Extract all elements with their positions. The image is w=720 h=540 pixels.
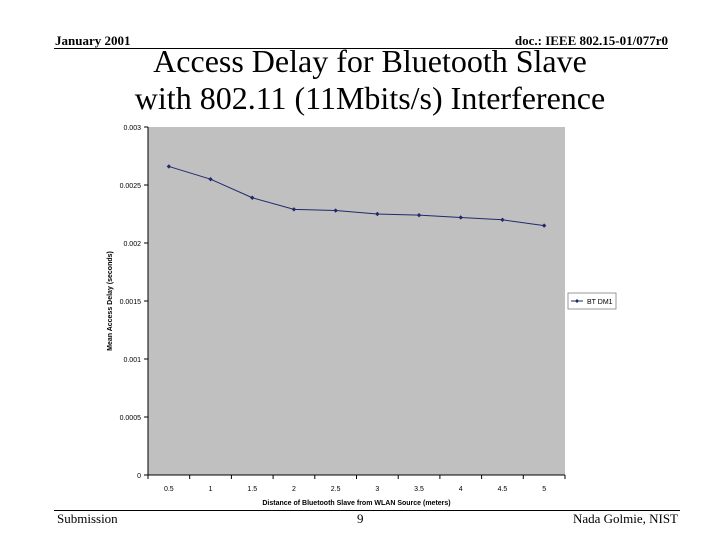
data-point bbox=[291, 207, 297, 212]
footer-page-number: 9 bbox=[357, 511, 364, 526]
legend: BT DM1 bbox=[567, 292, 617, 310]
y-tick-label: 0.0015 bbox=[120, 299, 142, 306]
x-axis-title: Distance of Bluetooth Slave from WLAN So… bbox=[262, 500, 450, 507]
x-tick-label: 5 bbox=[542, 486, 546, 493]
slide-title-line-1: Access Delay for Bluetooth Slave bbox=[153, 43, 587, 79]
footer-submission: Submission bbox=[57, 511, 118, 526]
header-rule bbox=[54, 48, 668, 49]
x-tick-label: 2 bbox=[292, 486, 296, 493]
y-tick-label: 0.0005 bbox=[120, 415, 142, 422]
data-point bbox=[416, 212, 422, 218]
legend-label-bt-dm1: BT DM1 bbox=[587, 299, 613, 306]
x-tick-label: 0.5 bbox=[164, 486, 174, 493]
y-tick-label: 0 bbox=[137, 473, 141, 480]
data-point bbox=[333, 208, 338, 213]
data-point bbox=[541, 223, 547, 228]
footer-rule bbox=[54, 510, 680, 511]
series-line-bt-dm1 bbox=[168, 165, 545, 227]
x-tick-label: 3 bbox=[375, 486, 379, 493]
x-tick-label: 4.5 bbox=[498, 486, 508, 493]
data-point bbox=[375, 211, 380, 217]
slide-title-line-2: with 802.11 (11Mbits/s) Interference bbox=[134, 80, 606, 116]
footer-author: Nada Golmie, NIST bbox=[572, 511, 678, 526]
data-point bbox=[458, 215, 463, 220]
y-tick-label: 0.002 bbox=[123, 241, 141, 248]
header-doc-id: doc.: IEEE 802.15-01/077r0 bbox=[514, 33, 668, 48]
legend-swatch-marker bbox=[575, 299, 579, 303]
data-point bbox=[208, 177, 213, 182]
legend-box bbox=[567, 292, 617, 310]
x-tick-label: 1.5 bbox=[247, 486, 257, 493]
plot-area bbox=[148, 127, 565, 475]
x-tick-label: 2.5 bbox=[331, 486, 341, 493]
x-tick-label: 1 bbox=[209, 486, 213, 493]
slide-title: Access Delay for Bluetooth Slave with 80… bbox=[60, 43, 680, 117]
y-tick-label: 0.0025 bbox=[120, 183, 142, 190]
data-point bbox=[166, 164, 172, 169]
y-axis-title: Mean Access Delay (seconds) bbox=[107, 251, 114, 351]
x-tick-label: 3.5 bbox=[414, 486, 424, 493]
data-point bbox=[250, 195, 255, 200]
y-tick-label: 0.003 bbox=[123, 125, 141, 132]
header-date: January 2001 bbox=[55, 33, 131, 48]
y-tick-label: 0.001 bbox=[123, 357, 141, 364]
data-point bbox=[500, 217, 505, 222]
x-tick-label: 4 bbox=[459, 486, 463, 493]
